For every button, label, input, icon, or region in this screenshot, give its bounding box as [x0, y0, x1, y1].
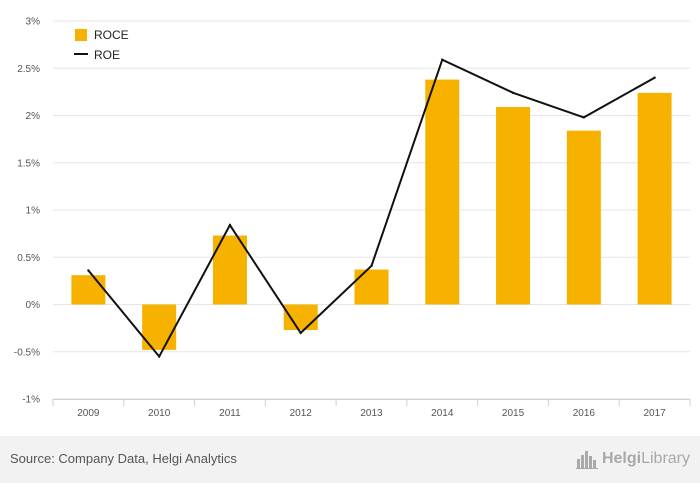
- roe-point: [653, 76, 656, 79]
- roe-point: [87, 269, 90, 272]
- roce-bar: [71, 275, 106, 305]
- roce-bar: [354, 269, 389, 305]
- logo-text-regular: Library: [641, 450, 690, 467]
- roce-bar: [283, 304, 318, 331]
- x-tick-label: 2015: [502, 408, 525, 419]
- legend-swatch-roce: [75, 29, 87, 41]
- roe-point: [511, 91, 515, 95]
- y-tick-label: 2.5%: [17, 64, 40, 75]
- y-axis-labels: -1% -0.5% 0% 0.5% 1% 1.5% 2% 2.5% 3%: [14, 17, 40, 406]
- y-tick-label: 0%: [26, 300, 41, 311]
- legend-label-roe: ROE: [94, 48, 120, 62]
- x-tick-label: 2012: [290, 408, 313, 419]
- y-tick-label: 1.5%: [17, 158, 40, 169]
- legend-label-roce: ROCE: [94, 28, 129, 42]
- footer: Source: Company Data, Helgi Analytics He…: [0, 436, 700, 483]
- logo-text-bold: Helgi: [601, 450, 642, 467]
- x-tick-label: 2014: [431, 408, 454, 419]
- y-tick-label: 3%: [26, 17, 41, 28]
- roce-bars: [71, 79, 672, 350]
- roe-point: [157, 355, 161, 358]
- roe-line-group: [87, 58, 656, 359]
- y-tick-label: -1%: [22, 395, 40, 406]
- city-skyline-icon: [575, 451, 598, 469]
- source-text: Source: Company Data, Helgi Analytics: [10, 451, 237, 466]
- roce-bar: [566, 130, 601, 305]
- x-tick-label: 2013: [360, 408, 383, 419]
- x-tick-label: 2017: [643, 408, 666, 419]
- roe-point: [441, 58, 444, 61]
- roce-bar: [637, 92, 672, 305]
- x-tick-label: 2010: [148, 408, 171, 419]
- y-tick-label: -0.5%: [14, 347, 40, 358]
- roe-point: [582, 116, 586, 119]
- x-tick-label: 2016: [573, 408, 596, 419]
- roe-point: [299, 331, 302, 335]
- roe-point: [228, 223, 232, 227]
- y-tick-label: 1%: [26, 206, 41, 217]
- legend: ROCE ROE: [74, 28, 129, 62]
- x-tick-label: 2009: [77, 408, 100, 419]
- y-tick-label: 0.5%: [17, 253, 40, 264]
- x-tick-label: 2011: [219, 408, 241, 419]
- x-axis: 2009 2010 2011 2012 2013 2014 2015 2016 2017: [52, 399, 691, 419]
- roe-point: [370, 264, 373, 267]
- roce-bar: [425, 79, 460, 305]
- roce-bar: [496, 106, 531, 305]
- combo-chart: -1% -0.5% 0% 0.5% 1% 1.5% 2% 2.5% 3% 2009 2010 201…: [14, 17, 691, 419]
- helgi-library-logo: Helgi Library: [575, 448, 690, 470]
- y-tick-label: 2%: [26, 111, 41, 122]
